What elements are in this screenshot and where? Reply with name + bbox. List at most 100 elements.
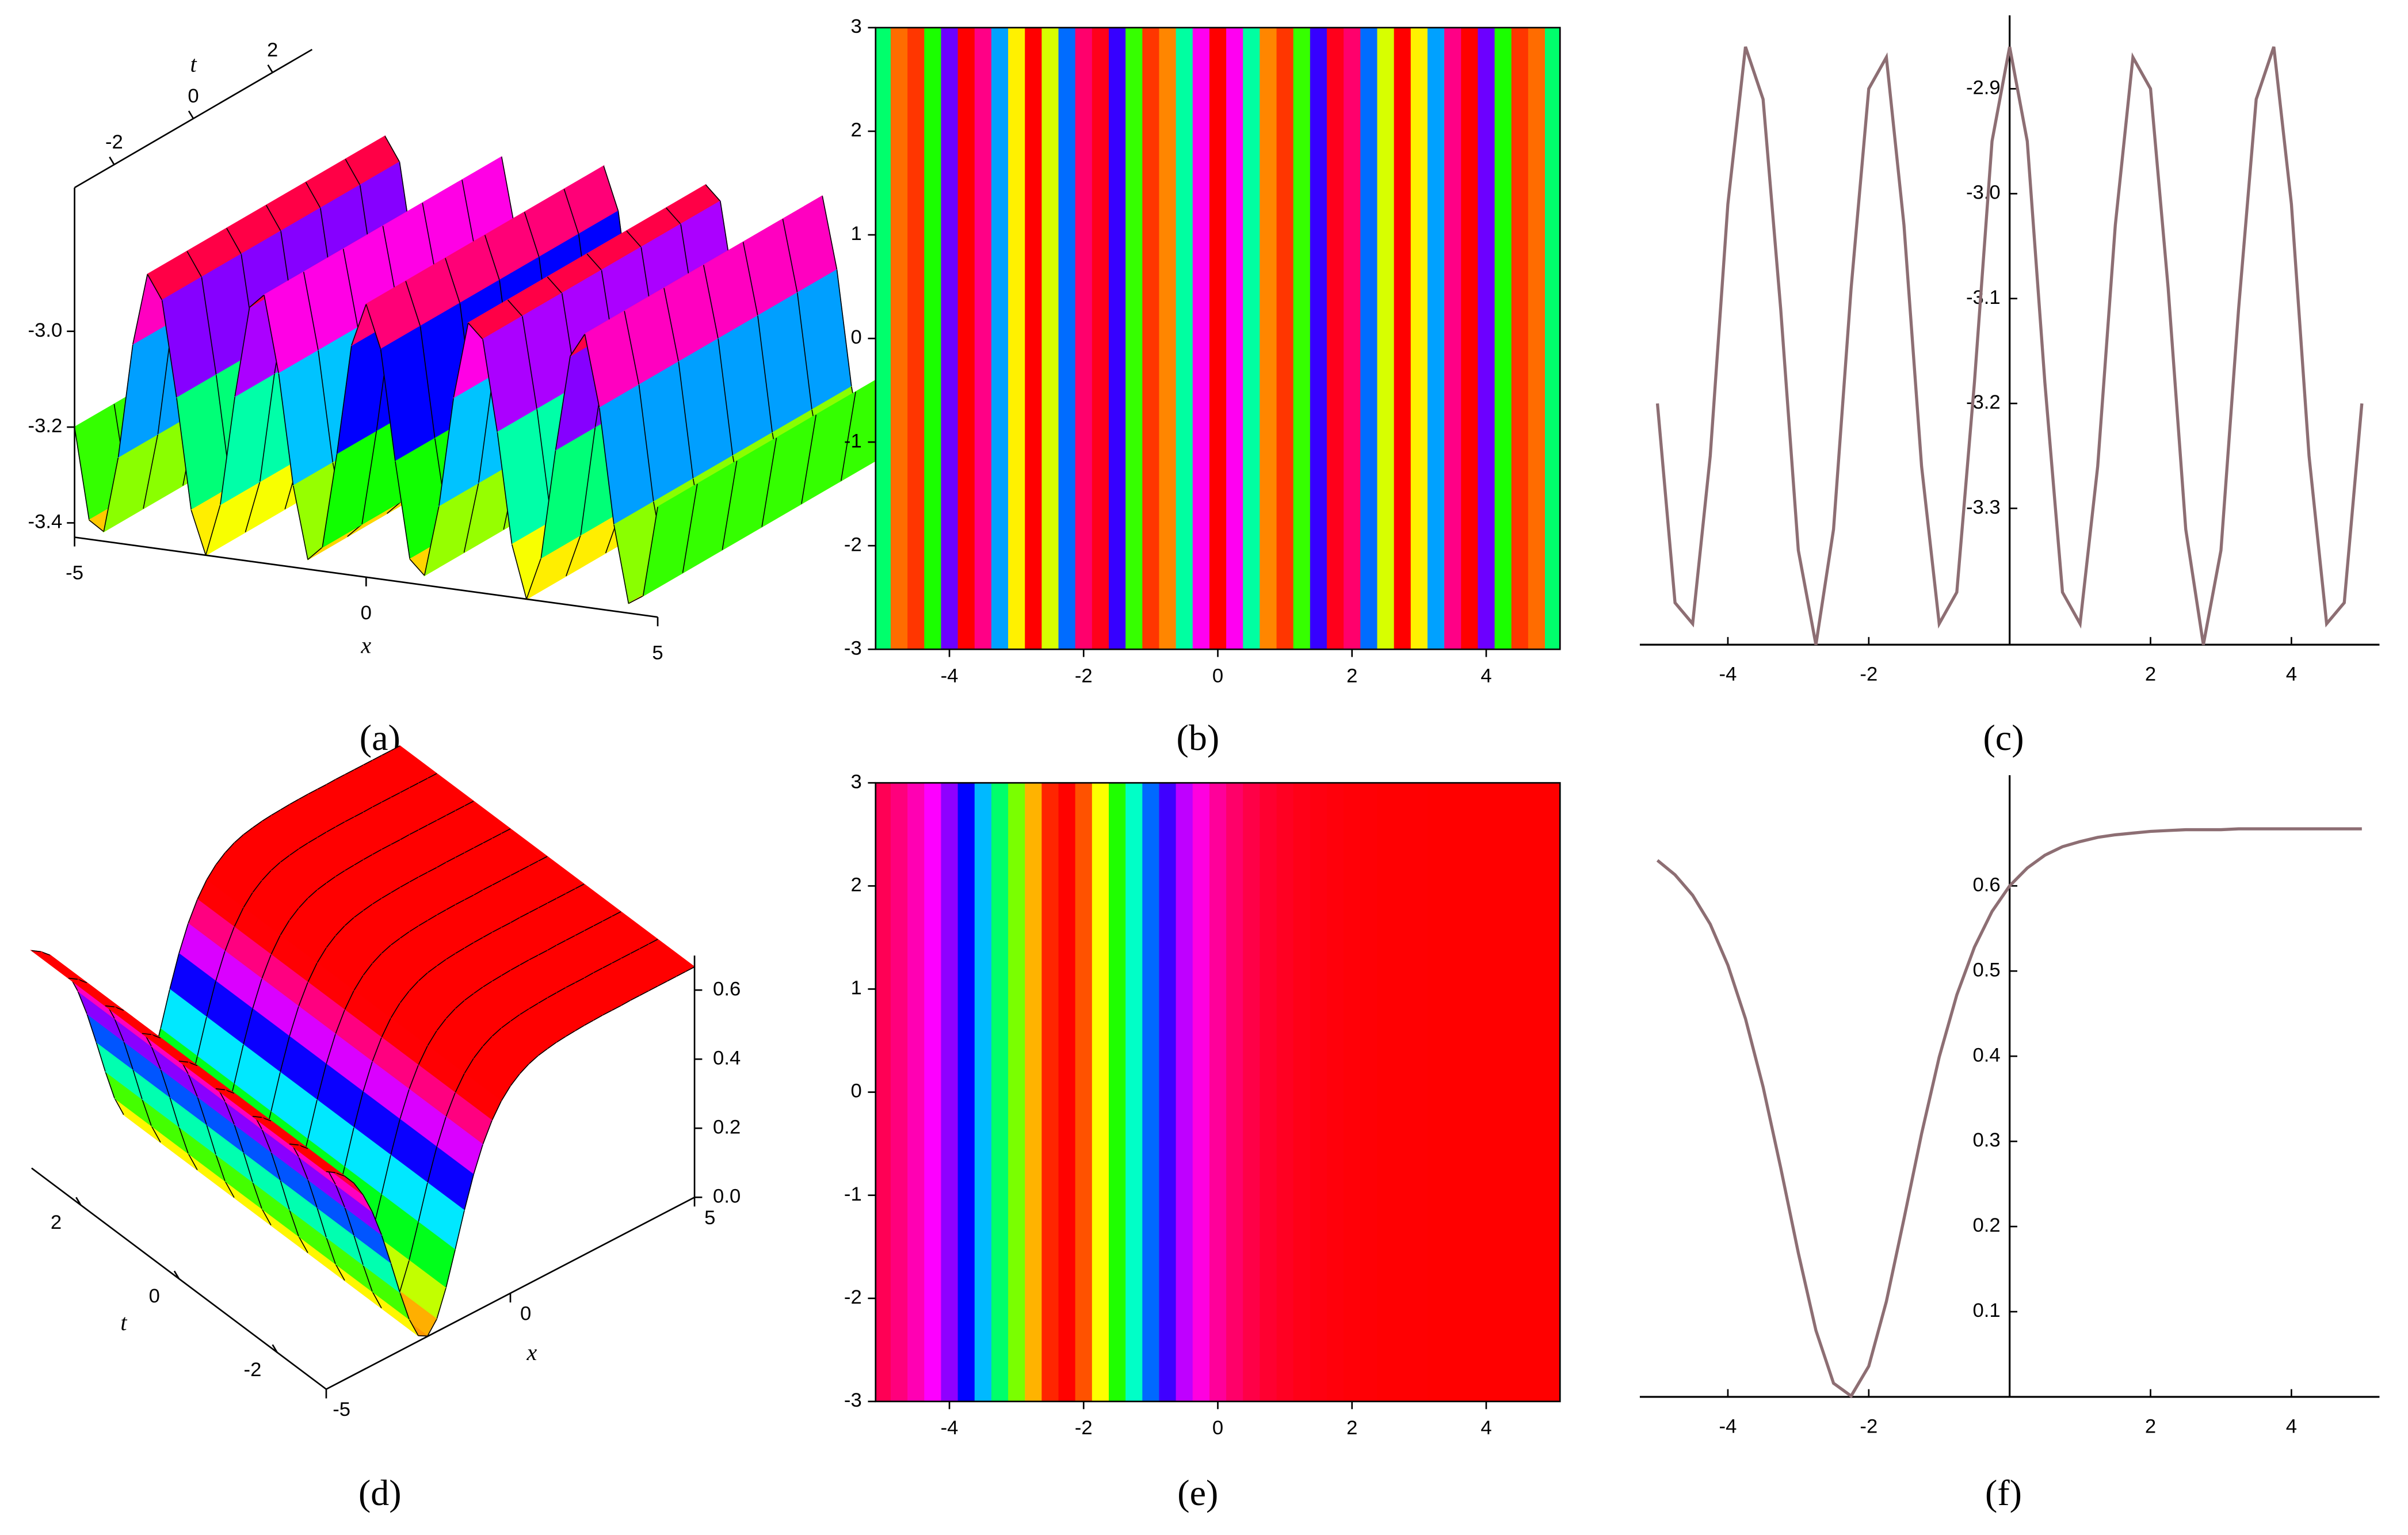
mesh-line (316, 1207, 327, 1237)
mesh-line (445, 258, 461, 304)
mesh-line (298, 982, 308, 1007)
stripe (875, 28, 892, 650)
mesh-line (399, 787, 410, 794)
mesh-line (89, 520, 104, 532)
mesh-line (353, 975, 364, 991)
stripe (991, 28, 1009, 650)
mesh-line (201, 277, 217, 375)
z-tick-label: 0.6 (713, 978, 741, 1000)
mesh-line (390, 792, 400, 798)
stripe (1226, 28, 1244, 650)
mesh-line (473, 843, 483, 849)
mesh-line (678, 361, 694, 479)
x-tick-label: -4 (1719, 664, 1737, 685)
mesh-line (77, 991, 87, 1014)
y-tick-label: 1 (850, 977, 861, 999)
mesh-line (657, 981, 667, 987)
y-tick-label: 0.3 (1972, 1129, 2000, 1151)
mesh-line (586, 253, 602, 271)
mesh-line (455, 899, 465, 905)
mesh-line (270, 809, 281, 816)
mesh-line (418, 920, 428, 927)
x-tick-label: -5 (333, 1399, 350, 1420)
stripe (1125, 783, 1143, 1401)
mesh-line (676, 971, 686, 977)
t-tick-label: 2 (51, 1212, 62, 1233)
t-tick (173, 1270, 180, 1279)
stripe (1025, 28, 1043, 650)
mesh-line (326, 1171, 336, 1174)
mesh-line (176, 398, 192, 511)
mesh-line (307, 889, 318, 899)
mesh-line (455, 852, 465, 858)
mesh-line (473, 937, 483, 943)
stripe (1410, 28, 1428, 650)
mesh-line (390, 887, 400, 894)
mesh-line (436, 1288, 447, 1320)
mesh-line (742, 242, 758, 316)
x-tick-label: -2 (1860, 1415, 1877, 1437)
x-tick-label: 2 (1346, 1417, 1357, 1439)
y-tick-label: -3.0 (1966, 182, 2001, 204)
panel-caption: (f) (1985, 1472, 2022, 1513)
mesh-line (344, 917, 354, 927)
mesh-line (464, 801, 474, 807)
mesh-line (583, 972, 594, 978)
mesh-line (427, 915, 437, 921)
mesh-line (224, 927, 235, 951)
mesh-line (344, 990, 354, 1011)
mesh-line (390, 745, 400, 752)
mesh-line (151, 1125, 161, 1143)
mesh-line (611, 911, 621, 917)
t-axis-label: t (190, 51, 197, 77)
mesh-line (243, 827, 253, 835)
mesh-line (611, 1005, 621, 1011)
stripe (1209, 783, 1227, 1401)
mesh-line (169, 1096, 180, 1127)
mesh-line (418, 972, 428, 982)
mesh-line (372, 898, 382, 905)
mesh-line (497, 432, 513, 545)
stripe (1293, 28, 1311, 650)
mesh-line (353, 1091, 364, 1128)
mesh-line (524, 212, 540, 258)
mesh-line (307, 1099, 318, 1140)
mesh-line (409, 782, 419, 789)
mesh-line (455, 1000, 465, 1010)
mesh-line (836, 269, 852, 387)
y-tick-label: -2.9 (1966, 77, 2001, 98)
t-tick-label: 0 (188, 85, 199, 107)
stripe (1159, 28, 1177, 650)
mesh-line (427, 867, 437, 873)
mesh-line (626, 230, 642, 248)
mesh-line (556, 1036, 566, 1043)
mesh-line (261, 1129, 272, 1152)
mesh-line (453, 322, 469, 398)
mesh-line (464, 1174, 474, 1211)
y-tick-label: -1 (844, 430, 862, 452)
mesh-line (491, 833, 502, 839)
mesh-line (344, 769, 354, 775)
stripe (1494, 783, 1512, 1401)
mesh-line (501, 1020, 511, 1029)
mesh-line (362, 806, 373, 813)
y-tick-label: 3 (850, 16, 861, 37)
stripe (1360, 28, 1378, 650)
mesh-line (234, 907, 244, 928)
x-axis-label: x (360, 633, 371, 658)
mesh-line (399, 1260, 410, 1292)
mesh-line (270, 862, 281, 871)
mesh-line (519, 959, 529, 966)
y-tick-label: 2 (850, 119, 861, 141)
mesh-line (298, 1236, 308, 1254)
mesh-line (114, 1098, 124, 1115)
mesh-line (757, 315, 773, 433)
mesh-line (197, 879, 207, 900)
mesh-line (380, 349, 396, 462)
stripe (1192, 783, 1210, 1401)
mesh-line (482, 885, 493, 891)
mesh-line (326, 779, 336, 785)
mesh-line (261, 870, 272, 881)
mesh-line (593, 920, 603, 927)
mesh-line (537, 997, 548, 1004)
